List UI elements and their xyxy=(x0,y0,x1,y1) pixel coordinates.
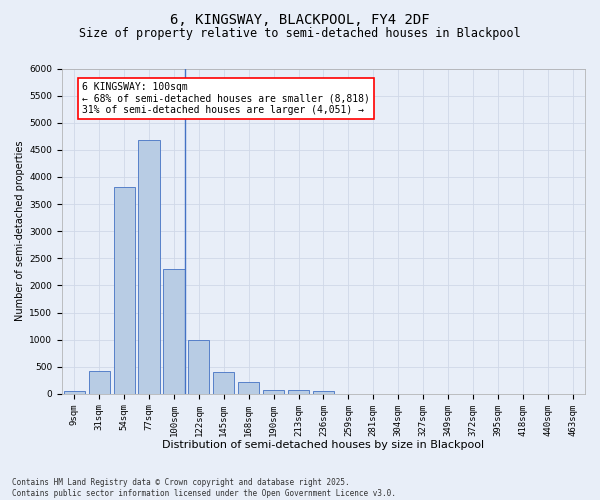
Bar xyxy=(188,340,209,394)
Y-axis label: Number of semi-detached properties: Number of semi-detached properties xyxy=(15,141,25,322)
Text: 6 KINGSWAY: 100sqm
← 68% of semi-detached houses are smaller (8,818)
31% of semi: 6 KINGSWAY: 100sqm ← 68% of semi-detache… xyxy=(82,82,370,116)
Bar xyxy=(238,382,259,394)
Bar xyxy=(163,269,185,394)
Bar xyxy=(288,390,309,394)
Text: Size of property relative to semi-detached houses in Blackpool: Size of property relative to semi-detach… xyxy=(79,28,521,40)
Bar xyxy=(139,140,160,394)
Bar xyxy=(89,370,110,394)
Bar xyxy=(113,186,135,394)
Bar xyxy=(213,372,235,394)
Bar xyxy=(263,390,284,394)
Text: 6, KINGSWAY, BLACKPOOL, FY4 2DF: 6, KINGSWAY, BLACKPOOL, FY4 2DF xyxy=(170,12,430,26)
X-axis label: Distribution of semi-detached houses by size in Blackpool: Distribution of semi-detached houses by … xyxy=(163,440,485,450)
Text: Contains HM Land Registry data © Crown copyright and database right 2025.
Contai: Contains HM Land Registry data © Crown c… xyxy=(12,478,396,498)
Bar xyxy=(313,391,334,394)
Bar xyxy=(64,391,85,394)
